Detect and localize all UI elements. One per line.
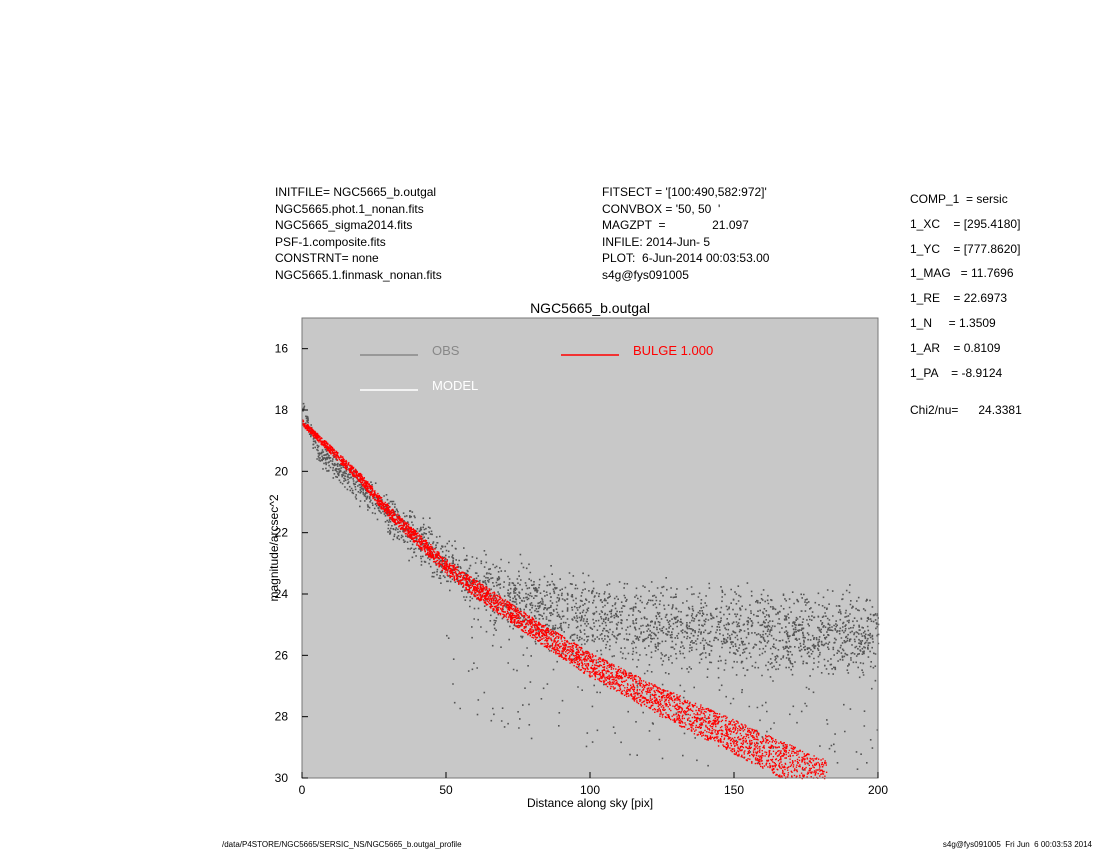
x-tick-label: 150 [724, 783, 744, 797]
header-line: INITFILE= NGC5665_b.outgal [275, 185, 437, 199]
y-tick-label: 22 [275, 526, 289, 540]
param-line: 1_PA = -8.9124 [910, 365, 1003, 380]
header-line: s4g@fys091005 [602, 267, 689, 282]
header-file-info: INITFILE= NGC5665_b.outgal NGC5665.phot.… [275, 184, 442, 283]
header-line: FITSECT = '[100:490,582:972]' [602, 185, 767, 199]
header-line: PSF-1.composite.fits [275, 234, 386, 249]
x-tick-label: 200 [868, 783, 888, 797]
header-line: CONSTRNT= none [275, 251, 379, 265]
y-tick-label: 26 [275, 648, 289, 662]
chart-title: NGC5665_b.outgal [530, 300, 650, 316]
header-line: MAGZPT = 21.097 [602, 218, 749, 232]
param-line: 1_AR = 0.8109 [910, 340, 1001, 355]
footer-timestamp: s4g@fys091005 Fri Jun 6 00:03:53 2014 [942, 840, 1092, 849]
legend-bulge-label: BULGE 1.000 [633, 343, 713, 358]
y-tick-label: 20 [275, 464, 289, 478]
param-line: 1_N = 1.3509 [910, 315, 996, 330]
header-line: CONVBOX = '50, 50 ' [602, 201, 721, 216]
fit-parameters: COMP_1 = sersic 1_XC = [295.4180] 1_YC =… [910, 192, 1020, 390]
param-line: 1_YC = [777.8620] [910, 241, 1021, 256]
y-tick-label: 18 [275, 403, 289, 417]
header-fit-info: FITSECT = '[100:490,582:972]' CONVBOX = … [602, 184, 769, 283]
y-axis-label: magnitude/arcsec^2 [267, 494, 281, 601]
x-tick-label: 50 [439, 783, 453, 797]
plot-area [302, 318, 878, 778]
param-line: 1_XC = [295.4180] [910, 216, 1021, 231]
header-line: INFILE: 2014-Jun- 5 [602, 234, 711, 249]
header-line: NGC5665.1.finmask_nonan.fits [275, 267, 442, 282]
y-tick-label: 30 [275, 771, 289, 785]
header-line: PLOT: 6-Jun-2014 00:03:53.00 [602, 251, 770, 265]
header-line: NGC5665.phot.1_nonan.fits [275, 201, 424, 216]
header-line: NGC5665_sigma2014.fits [275, 218, 413, 232]
x-tick-label: 0 [299, 783, 306, 797]
legend: OBS MODEL BULGE 1.000 [360, 343, 713, 393]
legend-obs-label: OBS [432, 343, 460, 358]
y-tick-label: 24 [275, 587, 289, 601]
legend-model-label: MODEL [432, 378, 478, 393]
axis-ticks: 0 50 100 150 200 16 18 20 22 24 26 28 30 [275, 342, 889, 797]
x-tick-label: 100 [580, 783, 600, 797]
y-tick-label: 16 [275, 342, 289, 356]
param-line: COMP_1 = sersic [910, 192, 1008, 206]
x-axis-label: Distance along sky [pix] [527, 796, 653, 810]
y-tick-label: 28 [275, 710, 289, 724]
param-line: 1_MAG = 11.7696 [910, 266, 1014, 281]
chi2-value: Chi2/nu= 24.3381 [910, 403, 1022, 417]
footer-path: /data/P4STORE/NGC5665/SERSIC_NS/NGC5665_… [222, 840, 462, 849]
param-line: 1_RE = 22.6973 [910, 291, 1008, 306]
